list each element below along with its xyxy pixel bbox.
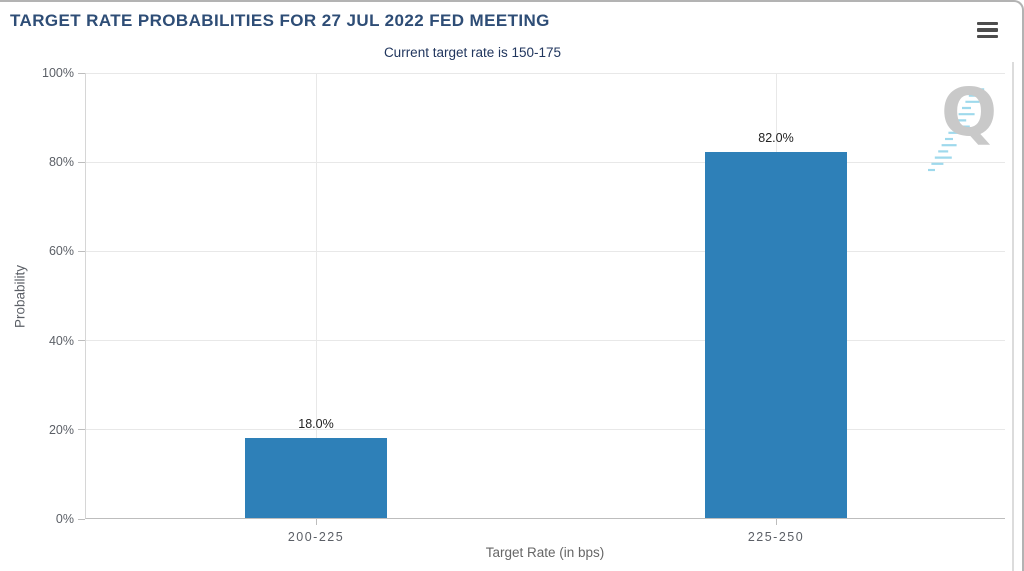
page-title: TARGET RATE PROBABILITIES FOR 27 JUL 202… — [10, 11, 550, 30]
hamburger-bar — [977, 34, 998, 38]
x-tick-label: 225-250 — [747, 530, 805, 544]
bar-value-label: 18.0% — [298, 416, 334, 431]
panel-divider — [1012, 62, 1014, 571]
x-tick-mark — [775, 519, 777, 525]
y-gridline — [86, 340, 1005, 342]
y-axis-title: Probability — [12, 264, 28, 329]
y-tick-mark — [78, 161, 85, 163]
x-gridline — [315, 73, 317, 518]
y-tick-mark — [78, 518, 85, 520]
y-tick-label: 100% — [42, 66, 74, 80]
bar-225-250[interactable] — [705, 152, 847, 518]
x-axis-title: Target Rate (in bps) — [485, 545, 605, 560]
chart-subtitle: Current target rate is 150-175 — [383, 45, 562, 60]
x-tick-mark — [315, 519, 317, 525]
x-tick-label: 200-225 — [287, 530, 345, 544]
y-gridline — [86, 250, 1005, 252]
y-tick-label: 80% — [48, 155, 74, 170]
bar-value-label: 82.0% — [758, 131, 794, 146]
plot-area: 0% 20% 40% 60% 80% 100% 18.0% 200-225 82.0% 225-2… — [42, 66, 1005, 544]
y-tick-mark — [78, 340, 85, 342]
bar-200-225[interactable] — [245, 437, 387, 518]
y-tick-mark — [78, 429, 85, 431]
quikstrike-watermark-logo: Q — [920, 78, 1010, 178]
watermark-dashes-icon — [928, 88, 985, 172]
hamburger-menu-icon[interactable] — [977, 22, 998, 38]
y-gridline — [86, 429, 1005, 431]
hamburger-bar — [977, 22, 998, 26]
y-gridline — [86, 72, 1005, 74]
y-tick-mark — [78, 72, 85, 74]
y-tick-label: 20% — [48, 422, 74, 437]
watermark-q-letter: Q — [941, 74, 998, 151]
y-tick-mark — [78, 250, 85, 252]
hamburger-bar — [977, 28, 998, 32]
y-tick-label: 0% — [55, 512, 74, 526]
y-tick-label: 40% — [48, 333, 74, 348]
y-tick-label: 60% — [48, 244, 74, 259]
y-gridline — [86, 161, 1005, 163]
